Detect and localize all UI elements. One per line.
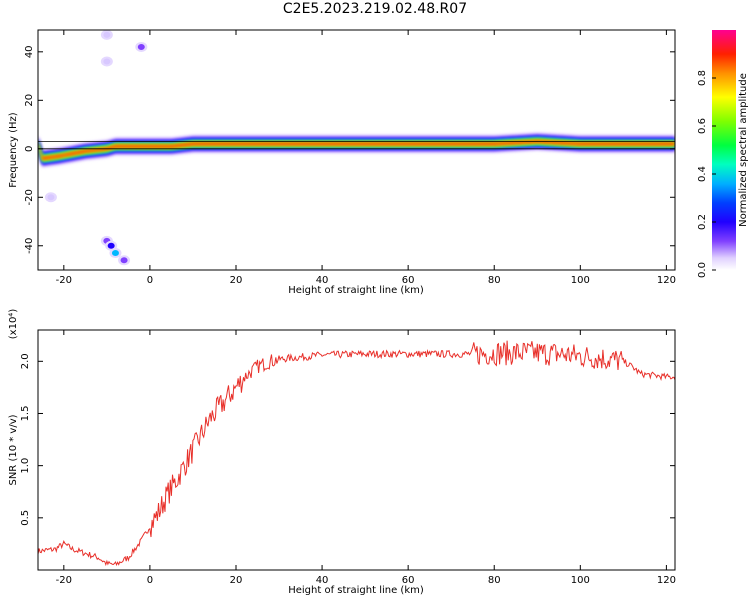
snr-y-label: SNR (10 * v/v)	[8, 414, 19, 485]
blob-1	[107, 242, 115, 249]
snr-y-tick-label-0: 0.5	[20, 510, 31, 526]
spectrogram-chart: -20 0 20 40 60 80 100 120 -40 -20 0 20 40 Height of …	[8, 29, 749, 296]
snr-x-tick-label-0: -20	[56, 575, 72, 586]
spectrogram-x-tick-label-7: 120	[657, 275, 676, 286]
figure-title: C2E5.2023.219.02.48.R07	[282, 1, 468, 17]
snr-x-tick-label-5: 80	[488, 575, 501, 586]
blob-5	[103, 31, 111, 38]
blob-4	[137, 43, 145, 50]
blob-3	[120, 257, 128, 264]
spectrogram-frame	[37, 29, 676, 271]
snr-y-tick-label-2: 1.5	[20, 406, 31, 422]
colorbar-tick-label-4: 0.8	[697, 70, 708, 86]
blob-2	[111, 250, 119, 257]
blob-6	[103, 58, 111, 65]
snr-x-tick-label-2: 20	[230, 575, 243, 586]
snr-x-label: Height of straight line (km)	[288, 585, 424, 596]
snr-x-tick-label-6: 100	[571, 575, 590, 586]
snr-plot-area	[38, 340, 675, 567]
snr-y-tick-label-3: 2.0	[20, 353, 31, 369]
spectrogram-y-tick-label-0: -40	[24, 238, 35, 254]
spectrogram-y-label: Frequency (Hz)	[8, 112, 19, 188]
spectrogram-y-tick-label-4: 40	[24, 45, 35, 58]
snr-x-tick-label-1: 0	[147, 575, 153, 586]
snr-y-tick-label-1: 1.0	[20, 458, 31, 474]
snr-x-tick-label-3: 40	[316, 575, 329, 586]
snr-x-tick-label-7: 120	[657, 575, 676, 586]
snr-x-tick-label-4: 60	[402, 575, 415, 586]
spectrogram-y-tick-label-3: 20	[24, 94, 35, 107]
spectrogram-x-tick-label-1: 0	[147, 275, 153, 286]
colorbar	[712, 30, 736, 270]
snr-frame	[37, 329, 676, 571]
colorbar-label: Normalized spectral amplitude	[738, 73, 749, 227]
spectrogram-x-label: Height of straight line (km)	[288, 285, 424, 296]
band-layer-7	[38, 140, 675, 160]
colorbar-tick-label-0: 0.0	[697, 262, 708, 278]
spectrogram-axes: -20 0 20 40 60 80 100 120 -40 -20 0 20 40	[24, 30, 676, 286]
spectrogram-x-tick-label-5: 80	[488, 275, 501, 286]
colorbar-tick-label-1: 0.2	[697, 214, 708, 230]
colorbar-tick-label-3: 0.6	[697, 118, 708, 134]
spectrogram-plot-area	[38, 30, 675, 266]
snr-y-multiplier: (x10⁴)	[8, 309, 19, 340]
colorbar-tick-label-2: 0.4	[697, 166, 708, 182]
spectrogram-x-tick-label-3: 40	[316, 275, 329, 286]
colorbar-axes: 0.0 0.2 0.4 0.6 0.8	[697, 70, 716, 278]
spectrogram-x-tick-label-4: 60	[402, 275, 415, 286]
blob-7	[47, 194, 55, 201]
spectrogram-x-tick-label-6: 100	[571, 275, 590, 286]
spectrogram-x-tick-label-0: -20	[56, 275, 72, 286]
snr-axes: -20 0 20 40 60 80 100 120 0.5 1.0 1.5 2.0	[20, 330, 676, 586]
snr-chart: -20 0 20 40 60 80 100 120 0.5 1.0 1.5 2.0 Height of…	[8, 309, 676, 596]
spectrogram-y-tick-label-1: -20	[24, 189, 35, 205]
spectrogram-y-tick-label-2: 0	[24, 146, 35, 152]
snr-line	[38, 340, 675, 567]
spectrogram-x-tick-label-2: 20	[230, 275, 243, 286]
